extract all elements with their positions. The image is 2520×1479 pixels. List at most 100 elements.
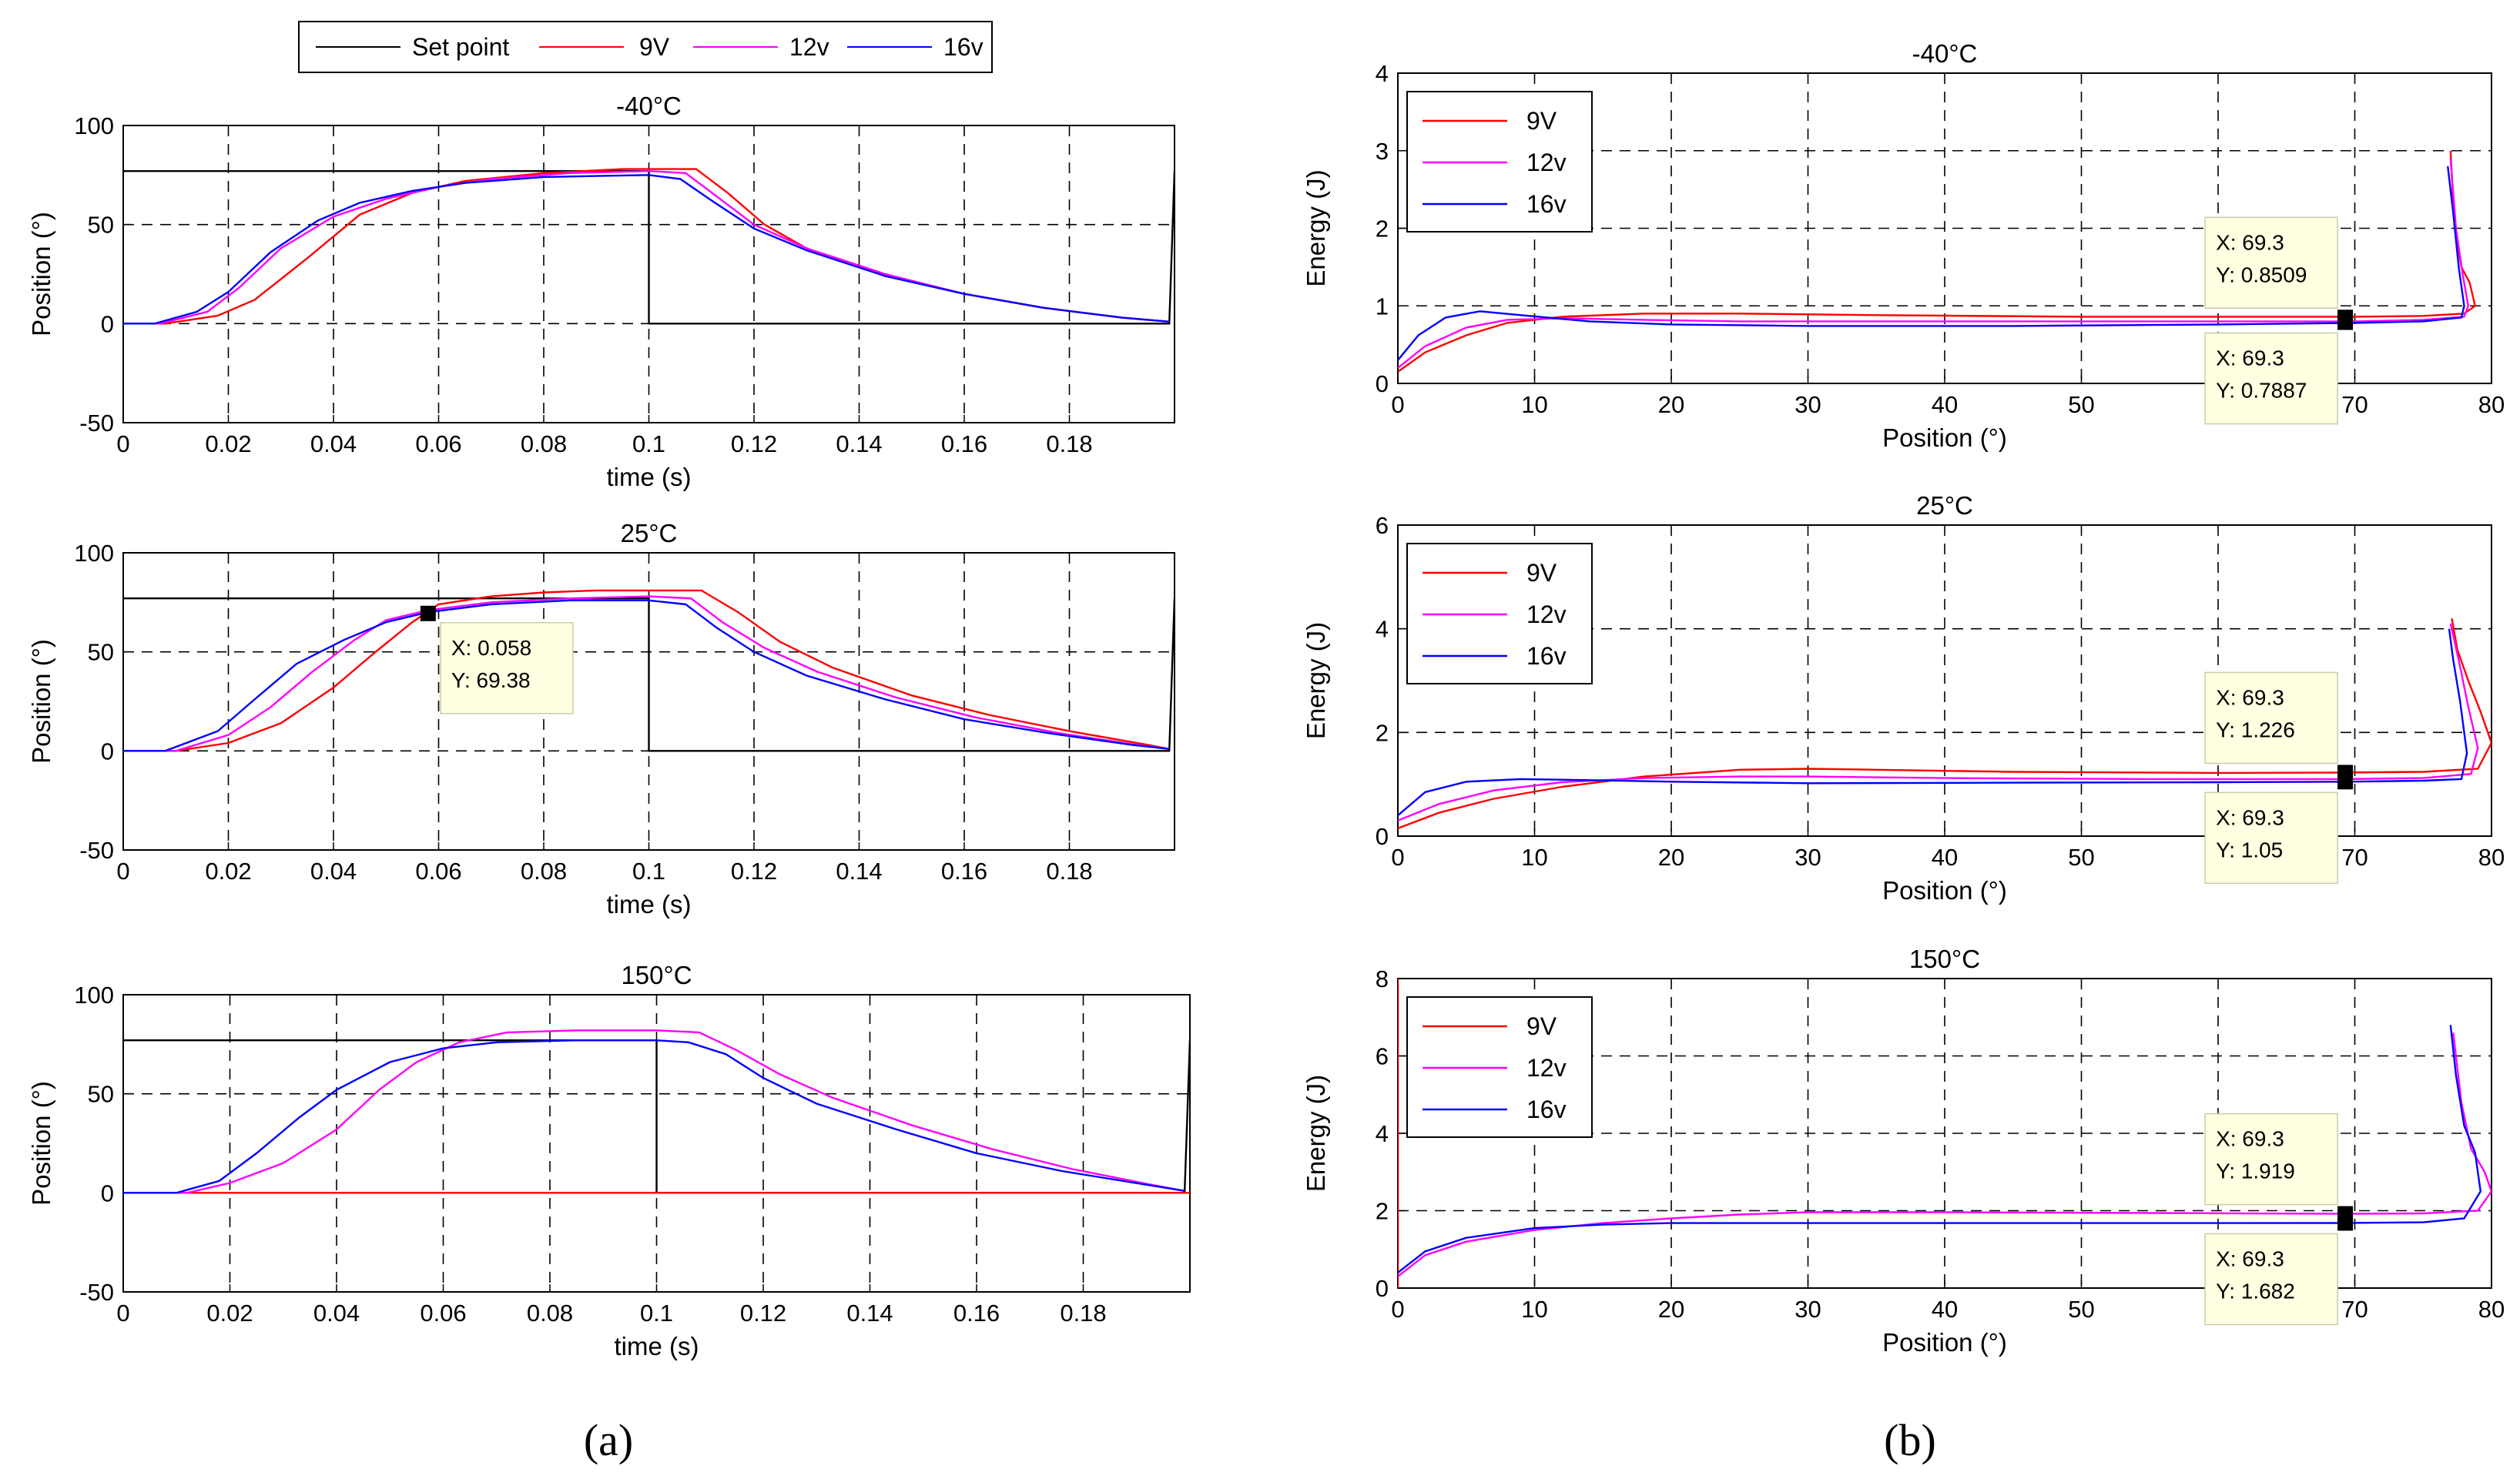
y-axis-label: Energy (J) bbox=[1302, 622, 1330, 739]
x-axis-label: Position (°) bbox=[1882, 876, 2007, 905]
data-tip-text: X: 69.3 bbox=[2216, 805, 2284, 829]
x-tick-label: 20 bbox=[1658, 844, 1684, 871]
data-tip-box bbox=[2204, 1233, 2338, 1326]
x-axis-label: time (s) bbox=[607, 890, 692, 919]
x-tick-label: 0 bbox=[116, 430, 129, 457]
data-tip-text: X: 69.3 bbox=[2216, 685, 2284, 709]
series-line-16v bbox=[1398, 166, 2465, 361]
data-tip-text: Y: 69.38 bbox=[451, 668, 531, 692]
legend-label: 9V bbox=[1526, 107, 1557, 135]
chart-a-1: 0 0.02 0.04 0.06 0.08 0.1 0.12 0.14 0.16 0.18-500… bbox=[27, 519, 1175, 919]
x-tick-label: 0.16 bbox=[953, 1300, 1000, 1327]
legend-label: 16v bbox=[1526, 642, 1567, 670]
y-axis-label: Energy (J) bbox=[1302, 1075, 1330, 1192]
x-tick-label: 0.18 bbox=[1046, 430, 1092, 457]
x-tick-label: 0.04 bbox=[310, 858, 357, 885]
y-axis-label: Position (°) bbox=[27, 639, 55, 764]
y-axis-label: Position (°) bbox=[27, 212, 55, 336]
data-tip-marker bbox=[420, 605, 436, 621]
data-tip-text: Y: 1.05 bbox=[2216, 838, 2283, 862]
legend-label-set-point: Set point bbox=[412, 33, 509, 61]
x-tick-label: 0.1 bbox=[640, 1300, 673, 1327]
x-tick-label: 0.1 bbox=[632, 430, 665, 457]
data-tip-box bbox=[2204, 1113, 2338, 1206]
chart-title: -40°C bbox=[1912, 39, 1978, 68]
data-tip-text: Y: 1.682 bbox=[2216, 1279, 2295, 1303]
top-legend: Set point 9V 12v 16v bbox=[298, 21, 993, 73]
x-tick-label: 20 bbox=[1658, 1296, 1684, 1323]
data-tip-marker bbox=[2337, 774, 2354, 790]
data-tip-box bbox=[2204, 216, 2338, 310]
x-tick-label: 40 bbox=[1932, 844, 1958, 871]
x-tick-label: 0 bbox=[116, 1300, 129, 1327]
legend-label-9v: 9V bbox=[639, 33, 670, 61]
y-tick-label: 50 bbox=[88, 639, 114, 666]
x-tick-label: 0.06 bbox=[415, 430, 461, 457]
data-tip-text: X: 69.3 bbox=[2216, 1246, 2284, 1270]
x-tick-label: 0.06 bbox=[415, 858, 461, 885]
chart-title: 150°C bbox=[1909, 945, 1980, 973]
legend-label: 12v bbox=[1526, 601, 1567, 628]
legend-label: 12v bbox=[1526, 149, 1567, 176]
y-tick-label: 100 bbox=[74, 540, 114, 567]
y-tick-label: 0 bbox=[101, 738, 114, 765]
plot-panels: 0 0.02 0.04 0.06 0.08 0.1 0.12 0.14 0.16 0.18-500… bbox=[27, 39, 2505, 1360]
y-tick-label: -50 bbox=[79, 1279, 114, 1306]
data-tip-box bbox=[2204, 671, 2338, 765]
legend-label-16v: 16v bbox=[943, 33, 984, 61]
chart-a-0: 0 0.02 0.04 0.06 0.08 0.1 0.12 0.14 0.16 0.18-500… bbox=[27, 92, 1175, 491]
y-tick-label: -50 bbox=[79, 410, 114, 437]
x-tick-label: 0.04 bbox=[310, 430, 357, 457]
data-tip-marker bbox=[2337, 1215, 2354, 1231]
y-tick-label: 0 bbox=[101, 310, 114, 337]
data-tip[interactable]: X: 69.3 Y: 0.7887 bbox=[2204, 314, 2354, 425]
series-line-9v bbox=[1398, 617, 2492, 830]
x-tick-label: 50 bbox=[2068, 1296, 2094, 1323]
x-tick-label: 80 bbox=[2478, 391, 2505, 418]
data-tip-text: Y: 1.226 bbox=[2216, 718, 2295, 741]
series-line-12v bbox=[123, 1029, 1185, 1194]
legend-label: 16v bbox=[1526, 190, 1567, 218]
y-tick-label: 1 bbox=[1376, 293, 1389, 320]
series-line-16v bbox=[1398, 1025, 2482, 1273]
data-tip[interactable]: X: 69.3 Y: 1.226 bbox=[2204, 671, 2354, 781]
y-tick-label: 50 bbox=[88, 1081, 114, 1108]
x-tick-label: 40 bbox=[1932, 1296, 1958, 1323]
series-line-12v bbox=[123, 595, 1170, 752]
data-tip-marker bbox=[2337, 314, 2354, 330]
data-tip-text: X: 69.3 bbox=[2216, 1127, 2284, 1151]
data-tip[interactable]: X: 69.3 Y: 1.919 bbox=[2204, 1113, 2354, 1222]
x-tick-label: 70 bbox=[2341, 844, 2368, 871]
data-tip-text: X: 69.3 bbox=[2216, 346, 2284, 370]
x-tick-label: 0.12 bbox=[731, 858, 777, 885]
y-tick-label: 100 bbox=[74, 112, 114, 139]
data-tip[interactable]: X: 69.3 Y: 1.05 bbox=[2204, 774, 2354, 885]
chart-a-2: 0 0.02 0.04 0.06 0.08 0.1 0.12 0.14 0.16 0.18-500… bbox=[27, 961, 1191, 1360]
x-tick-label: 0.16 bbox=[941, 858, 987, 885]
x-tick-label: 80 bbox=[2478, 1296, 2505, 1323]
data-tip-text: Y: 0.8509 bbox=[2216, 263, 2307, 286]
y-tick-label: 0 bbox=[101, 1180, 114, 1206]
chart-title: -40°C bbox=[616, 92, 682, 120]
data-tip-text: Y: 0.7887 bbox=[2216, 379, 2307, 403]
legend-label: 9V bbox=[1526, 559, 1557, 587]
y-tick-label: 50 bbox=[88, 212, 114, 239]
data-tip[interactable]: X: 69.3 Y: 1.682 bbox=[2204, 1215, 2354, 1326]
series-line-16v bbox=[123, 599, 1170, 752]
panel-label-a: (a) bbox=[584, 1415, 633, 1465]
x-tick-label: 0.02 bbox=[205, 858, 251, 885]
x-tick-label: 0.02 bbox=[206, 1300, 253, 1327]
data-tip[interactable]: X: 0.058 Y: 69.38 bbox=[420, 605, 574, 714]
data-tip-box bbox=[440, 622, 574, 714]
x-tick-label: 70 bbox=[2341, 1296, 2368, 1323]
x-tick-label: 0.08 bbox=[527, 1300, 573, 1327]
series-line-16v bbox=[123, 174, 1170, 325]
data-tip[interactable]: X: 69.3 Y: 0.8509 bbox=[2204, 216, 2354, 326]
series-line-9v bbox=[1398, 150, 2477, 373]
x-tick-label: 10 bbox=[1521, 1296, 1547, 1323]
x-tick-label: 10 bbox=[1521, 391, 1547, 418]
x-tick-label: 0.08 bbox=[521, 430, 567, 457]
x-tick-label: 0.12 bbox=[731, 430, 777, 457]
